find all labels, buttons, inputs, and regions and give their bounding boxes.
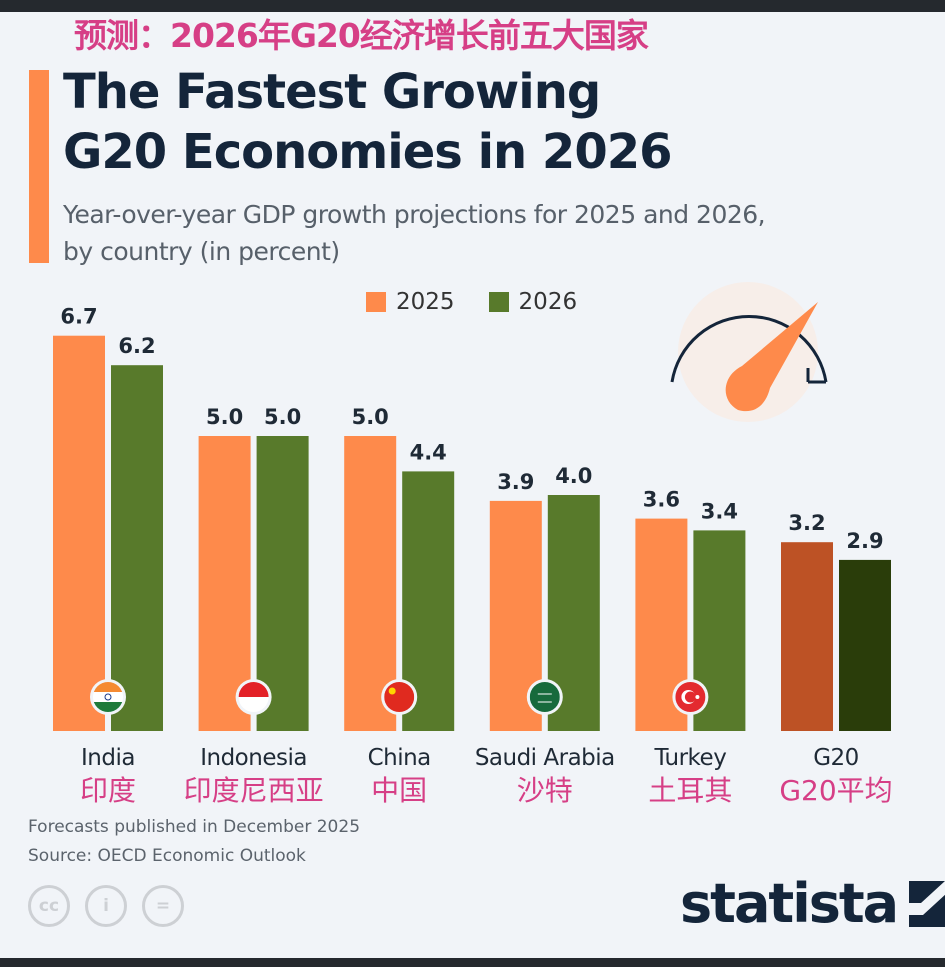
legend-swatch-2026 bbox=[488, 292, 509, 312]
category-label: Saudi Arabia bbox=[474, 745, 615, 771]
statista-mark-icon bbox=[909, 880, 945, 927]
speedometer-icon bbox=[670, 282, 828, 422]
data-label: 5.0 bbox=[264, 405, 301, 429]
footnote: Forecasts published in December 2025 bbox=[28, 817, 361, 837]
category-label: China bbox=[367, 745, 432, 771]
turkey-flag-icon bbox=[672, 679, 709, 715]
category-label-chinese: 沙特 bbox=[516, 774, 573, 807]
data-label: 4.4 bbox=[410, 440, 447, 464]
category-label: India bbox=[81, 745, 135, 771]
data-label: 5.0 bbox=[206, 405, 243, 429]
attribution-icon[interactable]: i bbox=[85, 885, 127, 927]
bar-indonesia-2025 bbox=[198, 436, 251, 731]
data-label: 3.2 bbox=[788, 511, 825, 535]
category-label: Turkey bbox=[654, 745, 727, 771]
data-label: 6.2 bbox=[118, 334, 155, 358]
category-label: G20 bbox=[813, 745, 859, 771]
bottom-frame-band bbox=[0, 958, 945, 967]
category-label-chinese: 土耳其 bbox=[648, 774, 733, 807]
legend-label-2026: 2026 bbox=[518, 289, 578, 315]
bar-china-2025 bbox=[344, 436, 397, 731]
title-line-1: The Fastest Growing bbox=[63, 64, 601, 120]
data-label: 3.4 bbox=[701, 499, 738, 523]
data-label: 5.0 bbox=[352, 405, 389, 429]
indonesia-flag-icon bbox=[235, 679, 272, 715]
category-label: Indonesia bbox=[200, 745, 307, 771]
category-label-chinese: 印度尼西亚 bbox=[183, 774, 324, 807]
chart-subtitle: Year-over-year GDP growth projections fo… bbox=[63, 196, 766, 270]
top-frame-band bbox=[0, 0, 945, 12]
data-label: 4.0 bbox=[555, 464, 592, 488]
category-label-chinese: 中国 bbox=[371, 774, 428, 807]
title-line-2: G20 Economies in 2026 bbox=[63, 124, 673, 180]
no-derivatives-icon[interactable]: = bbox=[142, 885, 184, 927]
creative-commons-icon[interactable]: cc bbox=[28, 885, 70, 927]
bar-india-2025 bbox=[53, 335, 105, 731]
statista-logo[interactable]: statista bbox=[680, 872, 945, 935]
legend-item-2025: 2025 bbox=[366, 288, 455, 316]
saudi-arabia-flag-icon bbox=[526, 679, 563, 715]
bar-indonesia-2026 bbox=[256, 436, 309, 731]
data-label: 2.9 bbox=[846, 529, 883, 553]
bar-g20-2026 bbox=[839, 559, 891, 731]
bar-g20-2025 bbox=[781, 542, 833, 731]
subtitle-line-2: by country (in percent) bbox=[63, 237, 340, 266]
title-accent-bar bbox=[29, 70, 49, 263]
statista-wordmark: statista bbox=[680, 872, 899, 935]
legend: 2025 2026 bbox=[366, 288, 577, 316]
chinese-overlay-title: 预测：2026年G20经济增长前五大国家 bbox=[74, 16, 649, 55]
category-label-chinese: G20平均 bbox=[779, 774, 893, 807]
category-label-chinese: 印度 bbox=[79, 774, 136, 807]
bar-india-2026 bbox=[111, 365, 163, 731]
legend-item-2026: 2026 bbox=[488, 288, 578, 316]
source-note: Source: OECD Economic Outlook bbox=[28, 846, 306, 866]
china-flag-icon bbox=[381, 679, 418, 715]
legend-label-2025: 2025 bbox=[396, 289, 455, 315]
india-flag-icon bbox=[90, 679, 126, 715]
subtitle-line-1: Year-over-year GDP growth projections fo… bbox=[63, 200, 766, 229]
legend-swatch-2025 bbox=[366, 292, 386, 312]
chart-title: The Fastest Growing G20 Economies in 202… bbox=[63, 62, 673, 182]
data-label: 3.9 bbox=[497, 470, 534, 494]
data-label: 6.7 bbox=[60, 305, 97, 329]
data-label: 3.6 bbox=[643, 488, 680, 512]
